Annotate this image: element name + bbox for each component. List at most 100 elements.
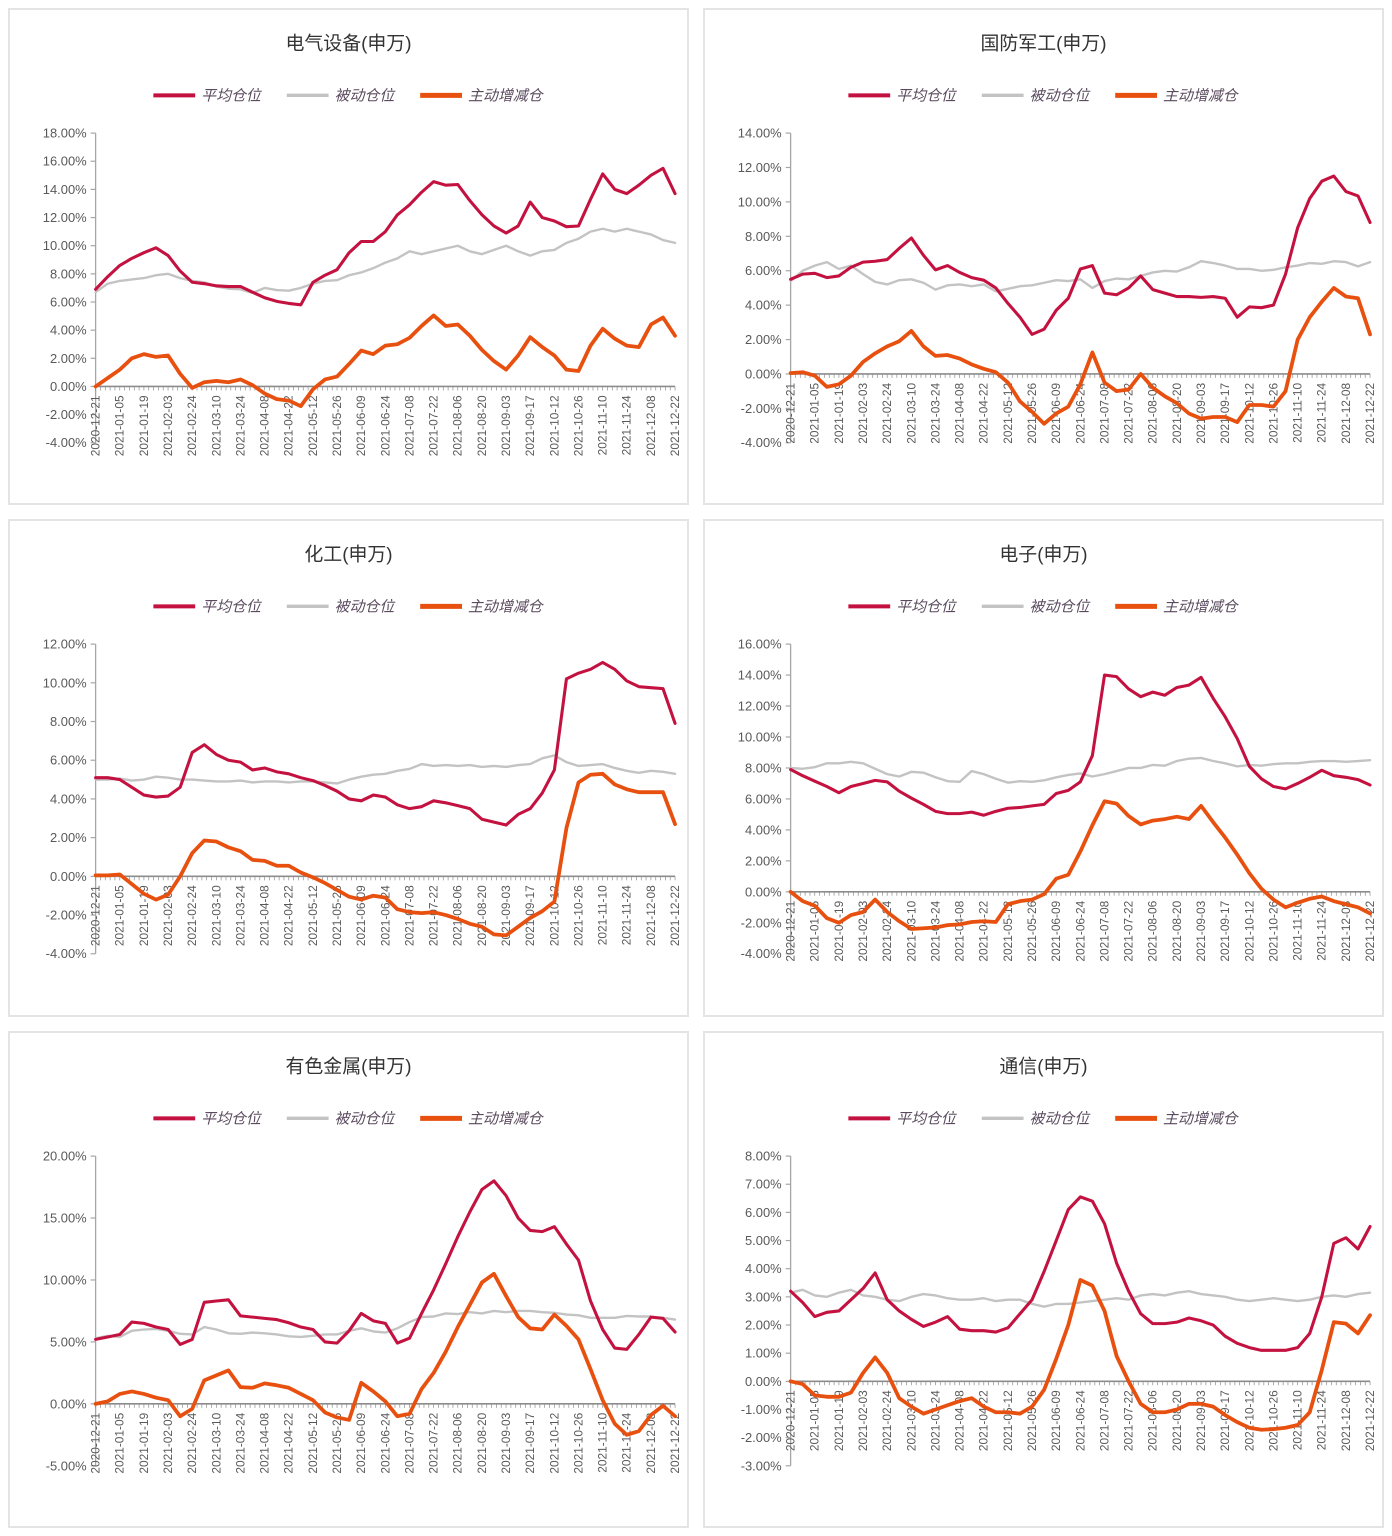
x-axis-label: 2021-04-08 — [258, 395, 272, 456]
x-axis-label: 2021-07-08 — [1097, 1390, 1111, 1451]
chart-canvas: 电子(申万) 平均仓位 被动仓位 主动增减仓 16.00% 14.00% 12.00% 10.… — [738, 544, 1377, 962]
y-axis-label: 2.00% — [50, 830, 87, 845]
legend-label-active: 主动增减仓 — [468, 598, 545, 616]
x-axis-label: 2021-01-19 — [832, 383, 846, 444]
x-axis-label: 2021-04-08 — [953, 383, 967, 444]
x-axis-label: 2021-05-26 — [330, 1412, 344, 1473]
x-axis-label: 2021-12-22 — [1363, 383, 1377, 444]
x-axis-label: 2021-05-12 — [306, 885, 320, 946]
x-axis-label: 2021-01-19 — [832, 1390, 846, 1451]
chart-title: 化工(申万) — [304, 544, 392, 566]
x-axis-label: 2021-10-12 — [547, 1412, 561, 1473]
series-line-active — [788, 1277, 1372, 1432]
x-axis-label: 2021-02-24 — [880, 1390, 894, 1451]
x-axis-label: 2021-09-17 — [1218, 1390, 1232, 1451]
y-axis-label: 16.00% — [738, 637, 782, 652]
x-axis-label: 2021-01-19 — [832, 901, 846, 962]
x-axis-label: 2021-02-03 — [161, 885, 175, 946]
x-axis-label: 2021-05-12 — [306, 395, 320, 456]
x-axis-label: 2021-01-05 — [808, 383, 822, 444]
x-axis-label: 2021-09-03 — [1194, 1390, 1208, 1451]
series-line-passive — [94, 227, 677, 295]
series-line-active — [93, 1271, 677, 1437]
legend-label-avg: 平均仓位 — [201, 1109, 263, 1127]
y-axis-label: -4.00% — [46, 947, 87, 962]
y-axis-label: -2.00% — [741, 401, 782, 416]
x-axis-label: 2021-11-24 — [1315, 1390, 1329, 1450]
x-axis-label: 2021-04-08 — [953, 901, 967, 962]
y-axis-label: 6.00% — [745, 792, 782, 807]
x-axis-label: 2021-02-24 — [185, 395, 199, 456]
series-line-active — [788, 286, 1372, 426]
series-line-avg — [94, 1179, 677, 1351]
chart-canvas: 化工(申万) 平均仓位 被动仓位 主动增减仓 12.00% 10.00% 8.00% 6.00… — [43, 544, 682, 962]
legend-label-passive: 被动仓位 — [1030, 1109, 1092, 1127]
y-axis-label: 14.00% — [43, 182, 87, 197]
x-axis-label: 2021-12-22 — [1363, 901, 1377, 962]
x-axis-label: 2020-12-21 — [89, 1412, 103, 1473]
x-axis-label: 2020-12-21 — [89, 885, 103, 946]
series-line-avg — [94, 661, 677, 827]
x-axis-label: 2021-04-08 — [953, 1390, 967, 1451]
legend-label-active: 主动增减仓 — [1163, 86, 1240, 104]
chart-panel-electrical-equipment: 电气设备(申万) 平均仓位 被动仓位 主动增减仓 18.00% 16.00% 14.00% 1… — [8, 8, 689, 506]
x-axis-label: 2021-06-24 — [378, 395, 392, 456]
y-axis-label: 5.00% — [745, 1233, 782, 1248]
y-axis-label: 2.00% — [745, 1317, 782, 1332]
x-axis-label: 2021-02-03 — [856, 383, 870, 444]
x-axis-label: 2021-01-05 — [113, 885, 127, 946]
chart-panel-nonferrous-metals: 有色金属(申万) 平均仓位 被动仓位 主动增减仓 20.00% 15.00% 10.00% 5… — [8, 1030, 689, 1528]
legend-label-active: 主动增减仓 — [468, 1109, 545, 1127]
x-axis-label: 2021-11-24 — [1315, 901, 1329, 961]
chart-panel-chemicals: 化工(申万) 平均仓位 被动仓位 主动增减仓 12.00% 10.00% 8.00% 6.00… — [8, 519, 689, 1017]
chart-title: 通信(申万) — [999, 1055, 1087, 1077]
y-axis-label: 10.00% — [43, 238, 87, 253]
y-axis-label: 6.00% — [50, 294, 87, 309]
chart-title: 有色金属(申万) — [285, 1055, 411, 1077]
y-axis-label: 10.00% — [43, 676, 87, 691]
y-axis-label: 4.00% — [50, 323, 87, 338]
y-axis-label: 4.00% — [50, 792, 87, 807]
x-axis-label: 2021-09-17 — [1218, 383, 1232, 444]
y-axis-label: 20.00% — [43, 1148, 87, 1163]
x-axis-label: 2021-08-20 — [1170, 383, 1184, 444]
x-axis-label: 2021-10-26 — [1266, 383, 1280, 444]
x-axis-label: 2021-02-03 — [161, 395, 175, 456]
y-axis-label: 14.00% — [738, 668, 782, 683]
x-axis-label: 2021-10-12 — [1242, 901, 1256, 962]
x-axis-label: 2021-05-12 — [1001, 1390, 1015, 1451]
x-axis-label: 2021-12-08 — [1339, 383, 1353, 444]
x-axis-label: 2021-01-05 — [808, 1390, 822, 1451]
x-axis-label: 2021-01-19 — [137, 885, 151, 946]
y-axis-label: -4.00% — [46, 435, 87, 450]
x-axis-label: 2021-12-22 — [668, 1412, 682, 1473]
x-axis-label: 2021-12-08 — [1339, 1390, 1353, 1451]
x-axis-label: 2021-11-10 — [596, 1412, 610, 1472]
x-axis-label: 2021-04-08 — [258, 1412, 272, 1473]
x-axis-label: 2021-06-24 — [1073, 383, 1087, 444]
y-axis-label: 8.00% — [50, 266, 87, 281]
x-axis-label: 2021-10-26 — [571, 395, 585, 456]
chart-panel-telecom: 通信(申万) 平均仓位 被动仓位 主动增减仓 8.00% 7.00% 6.00% 5.00% 4… — [703, 1030, 1384, 1528]
x-axis-label: 2021-06-24 — [1073, 1390, 1087, 1451]
x-axis-label: 2021-05-26 — [1025, 901, 1039, 962]
x-axis-label: 2021-08-20 — [475, 885, 489, 946]
y-axis-label: 7.00% — [745, 1176, 782, 1191]
chart-canvas: 有色金属(申万) 平均仓位 被动仓位 主动增减仓 20.00% 15.00% 10.00% 5… — [43, 1055, 682, 1473]
x-axis-label: 2021-02-03 — [856, 901, 870, 962]
y-axis-label: 0.00% — [50, 869, 87, 884]
x-axis-label: 2021-09-17 — [1218, 901, 1232, 962]
x-axis-label: 2021-10-26 — [1266, 1390, 1280, 1451]
chart-title: 国防军工(申万) — [980, 33, 1106, 55]
y-axis-label: 4.00% — [745, 823, 782, 838]
y-axis-label: 8.00% — [50, 714, 87, 729]
legend-label-avg: 平均仓位 — [201, 86, 263, 104]
y-axis-label: 0.00% — [745, 366, 782, 381]
legend-label-avg: 平均仓位 — [896, 86, 958, 104]
x-axis-label: 2021-06-09 — [1049, 901, 1063, 962]
x-axis-label: 2021-05-12 — [1001, 901, 1015, 962]
x-axis-label: 2021-08-20 — [475, 395, 489, 456]
x-axis-label: 2021-07-22 — [427, 885, 441, 946]
x-axis-label: 2021-07-22 — [427, 1412, 441, 1473]
y-axis-label: 2.00% — [50, 351, 87, 366]
